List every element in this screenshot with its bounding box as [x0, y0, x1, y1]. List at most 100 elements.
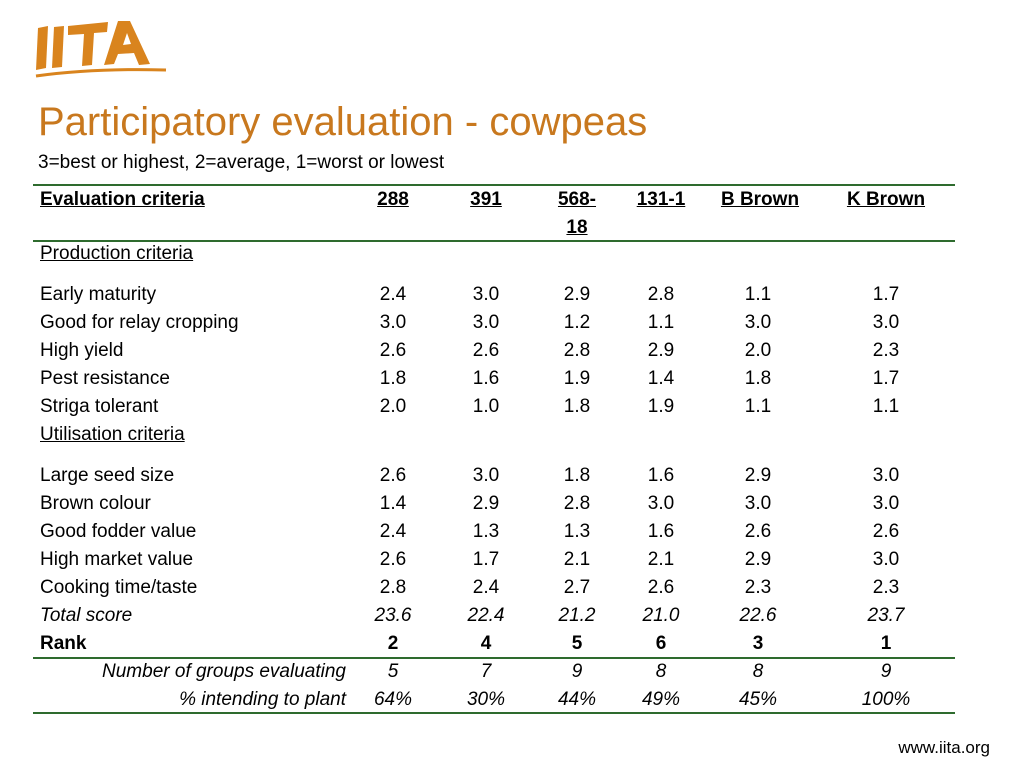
- header-568-18: 568-: [557, 189, 597, 210]
- iita-logo: [35, 21, 167, 78]
- cell-391: 3.0: [472, 284, 500, 305]
- section-label: Production criteria: [40, 243, 194, 264]
- planting-row: % intending to plant 64% 30% 44% 49% 45%…: [0, 686, 1024, 714]
- cell-b-brown: 3.0: [744, 493, 772, 514]
- cell-391: 1.3: [472, 521, 500, 542]
- cell-288: 2.6: [379, 465, 407, 486]
- cell-b-brown: 2.6: [744, 521, 772, 542]
- cell-k-brown: 2.6: [872, 521, 900, 542]
- cell-k-brown: 3.0: [872, 549, 900, 570]
- cell-131-1: 2.9: [647, 340, 675, 361]
- cell-k-brown: 1: [880, 633, 892, 654]
- cell-b-brown: 22.6: [739, 605, 777, 626]
- cell-k-brown: 1.7: [872, 284, 900, 305]
- criteria-name: Cooking time/taste: [40, 577, 198, 598]
- criteria-name: High yield: [40, 340, 124, 361]
- total-score-row: Total score 23.6 22.4 21.2 21.0 22.6 23.…: [0, 602, 1024, 630]
- cell-b-brown: 8: [752, 661, 764, 682]
- header-b-brown: B Brown: [720, 189, 800, 210]
- cell-k-brown: 9: [880, 661, 892, 682]
- table-row: Striga tolerant 2.0 1.0 1.8 1.9 1.1 1.1: [0, 393, 1024, 421]
- table-row: High yield 2.6 2.6 2.8 2.9 2.0 2.3: [0, 337, 1024, 365]
- cell-288: 2.6: [379, 340, 407, 361]
- cell-568-18: 1.8: [563, 465, 591, 486]
- cell-391: 22.4: [467, 605, 505, 626]
- cell-b-brown: 2.3: [744, 577, 772, 598]
- cell-391: 3.0: [472, 465, 500, 486]
- cell-288: 2.6: [379, 549, 407, 570]
- cell-391: 1.6: [472, 368, 500, 389]
- cell-k-brown: 3.0: [872, 493, 900, 514]
- table-header-line2: 18: [0, 214, 1024, 242]
- cell-568-18: 44%: [557, 689, 597, 710]
- cell-131-1: 1.4: [647, 368, 675, 389]
- table-row: High market value 2.6 1.7 2.1 2.1 2.9 3.…: [0, 546, 1024, 574]
- cell-b-brown: 1.1: [744, 396, 772, 417]
- cell-b-brown: 45%: [738, 689, 778, 710]
- cell-b-brown: 1.1: [744, 284, 772, 305]
- criteria-name: Striga tolerant: [40, 396, 159, 417]
- section-label: Utilisation criteria: [40, 424, 185, 445]
- table-row: Good for relay cropping 3.0 3.0 1.2 1.1 …: [0, 309, 1024, 337]
- cell-131-1: 3.0: [647, 493, 675, 514]
- cell-k-brown: 1.1: [872, 396, 900, 417]
- cell-k-brown: 2.3: [872, 340, 900, 361]
- cell-288: 23.6: [374, 605, 412, 626]
- cell-391: 2.6: [472, 340, 500, 361]
- cell-288: 2.4: [379, 521, 407, 542]
- rank-row: Rank 2 4 5 6 3 1: [0, 630, 1024, 658]
- header-criteria: Evaluation criteria: [40, 189, 205, 210]
- cell-288: 1.8: [379, 368, 407, 389]
- cell-568-18: 2.9: [563, 284, 591, 305]
- cell-391: 3.0: [472, 312, 500, 333]
- cell-568-18: 1.3: [563, 521, 591, 542]
- cell-131-1: 6: [655, 633, 667, 654]
- cell-288: 2.4: [379, 284, 407, 305]
- cell-131-1: 1.1: [647, 312, 675, 333]
- cell-568-18: 1.9: [563, 368, 591, 389]
- header-568-18-line2: 18: [566, 217, 588, 238]
- cell-k-brown: 3.0: [872, 312, 900, 333]
- criteria-name: Brown colour: [40, 493, 151, 514]
- cell-b-brown: 3.0: [744, 312, 772, 333]
- cell-131-1: 1.9: [647, 396, 675, 417]
- rank-rule: [33, 657, 955, 659]
- cell-568-18: 2.8: [563, 340, 591, 361]
- cell-b-brown: 1.8: [744, 368, 772, 389]
- groups-row: Number of groups evaluating 5 7 9 8 8 9: [0, 658, 1024, 686]
- cell-131-1: 49%: [641, 689, 681, 710]
- cell-391: 2.9: [472, 493, 500, 514]
- cell-568-18: 21.2: [558, 605, 596, 626]
- cell-391: 2.4: [472, 577, 500, 598]
- cell-288: 5: [387, 661, 399, 682]
- table-row: Brown colour 1.4 2.9 2.8 3.0 3.0 3.0: [0, 490, 1024, 518]
- cell-b-brown: 3: [752, 633, 764, 654]
- cell-568-18: 5: [571, 633, 583, 654]
- website-link[interactable]: www.iita.org: [898, 738, 990, 757]
- criteria-name: Early maturity: [40, 284, 157, 305]
- cell-b-brown: 2.9: [744, 549, 772, 570]
- criteria-name: Large seed size: [40, 465, 175, 486]
- groups-label: Number of groups evaluating: [102, 661, 346, 682]
- total-score-label: Total score: [40, 605, 133, 626]
- cell-568-18: 9: [571, 661, 583, 682]
- cell-288: 1.4: [379, 493, 407, 514]
- cell-k-brown: 100%: [861, 689, 911, 710]
- header-288: 288: [377, 189, 409, 210]
- cell-568-18: 1.2: [563, 312, 591, 333]
- cell-131-1: 21.0: [642, 605, 680, 626]
- cell-391: 1.7: [472, 549, 500, 570]
- cell-k-brown: 2.3: [872, 577, 900, 598]
- header-k-brown: K Brown: [846, 189, 926, 210]
- cell-568-18: 1.8: [563, 396, 591, 417]
- cell-131-1: 2.8: [647, 284, 675, 305]
- cell-288: 2.0: [379, 396, 407, 417]
- cell-131-1: 2.1: [647, 549, 675, 570]
- header-rule: [33, 240, 955, 242]
- table-row: Cooking time/taste 2.8 2.4 2.7 2.6 2.3 2…: [0, 574, 1024, 602]
- cell-k-brown: 1.7: [872, 368, 900, 389]
- cell-131-1: 2.6: [647, 577, 675, 598]
- criteria-name: Pest resistance: [40, 368, 170, 389]
- table-row: Large seed size 2.6 3.0 1.8 1.6 2.9 3.0: [0, 462, 1024, 490]
- header-391: 391: [470, 189, 502, 210]
